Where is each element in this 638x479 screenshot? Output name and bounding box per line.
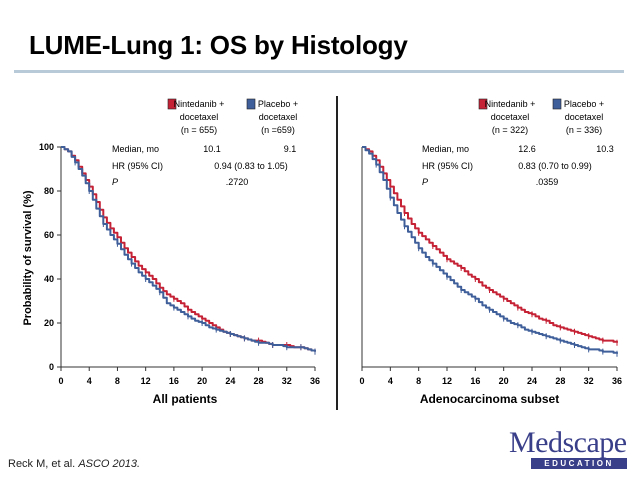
stat-median-nintedanib: 12.6 [518,144,536,154]
y-tick-label: 0 [49,362,54,372]
stat-p-value: .0359 [536,177,559,187]
stat-hr-value: 0.83 (0.70 to 0.99) [518,161,592,171]
legend-label: (n = 336) [566,125,602,135]
x-tick-label: 28 [555,376,565,386]
x-tick-label: 36 [612,376,622,386]
citation-source: ASCO 2013. [78,458,141,470]
x-tick-label: 8 [416,376,421,386]
x-tick-label: 4 [388,376,393,386]
x-tick-label: 0 [58,376,63,386]
x-tick-label: 12 [141,376,151,386]
legend-label: docetaxel [259,112,298,122]
x-tick-label: 36 [310,376,320,386]
stat-median-nintedanib: 10.1 [203,144,221,154]
y-tick-label: 80 [44,186,54,196]
legend-label: Placebo + [564,99,604,109]
legend-swatch-nintedanib [478,98,488,110]
citation-author: Reck M, et al. [8,458,76,470]
legend-label: (n = 655) [181,125,217,135]
y-tick-label: 60 [44,230,54,240]
logo-sub: EDUCATION [544,459,614,468]
stat-median-label: Median, mo [112,144,159,154]
survival-curve-placebo [61,146,316,352]
x-tick-label: 24 [225,376,235,386]
x-axis-label: All patients [153,392,218,406]
legend-label: docetaxel [491,112,530,122]
stat-hr-value: 0.94 (0.83 to 1.05) [214,161,288,171]
x-tick-label: 16 [470,376,480,386]
legend-label: Nintedanib + [485,99,536,109]
x-tick-label: 20 [197,376,207,386]
legend-label: Placebo + [258,99,298,109]
slide-title: LUME-Lung 1: OS by Histology [29,30,408,60]
y-tick-label: 40 [44,274,54,284]
x-tick-label: 12 [442,376,452,386]
survival-curve-placebo [362,146,618,354]
citation: Reck M, et al. ASCO 2013. [8,458,140,470]
stat-hr-label: HR (95% CI) [422,161,473,171]
legend-label: (n =659) [261,125,295,135]
x-tick-label: 20 [499,376,509,386]
y-axis-label: Probability of survival (%) [22,190,34,325]
x-axis-label: Adenocarcinoma subset [420,392,559,406]
y-tick-label: 100 [39,142,54,152]
legend-label: (n = 322) [492,125,528,135]
legend-swatch-placebo [246,98,256,110]
stat-p-label: P [422,177,428,187]
legend-swatch-nintedanib [167,98,177,110]
x-tick-label: 32 [584,376,594,386]
x-tick-label: 8 [115,376,120,386]
legend-label: Nintedanib + [174,99,225,109]
stat-p-label: P [112,177,118,187]
survival-curve-nintedanib [362,146,618,343]
logo-word: Medscape [509,426,627,459]
stat-hr-label: HR (95% CI) [112,161,163,171]
stat-median-placebo: 9.1 [284,144,297,154]
stat-median-label: Median, mo [422,144,469,154]
x-tick-label: 32 [282,376,292,386]
stat-p-value: .2720 [226,177,249,187]
title-divider [14,70,624,73]
x-tick-label: 16 [169,376,179,386]
x-tick-label: 0 [359,376,364,386]
medscape-logo: Medscape EDUCATION [509,426,627,470]
legend-swatch-placebo [552,98,562,110]
legend-label: docetaxel [180,112,219,122]
logo-bar: EDUCATION [531,458,627,469]
x-tick-label: 28 [254,376,264,386]
survival-curve-nintedanib [61,146,316,352]
x-tick-label: 4 [87,376,92,386]
y-tick-label: 20 [44,318,54,328]
stat-median-placebo: 10.3 [596,144,614,154]
legend-label: docetaxel [565,112,604,122]
x-tick-label: 24 [527,376,537,386]
